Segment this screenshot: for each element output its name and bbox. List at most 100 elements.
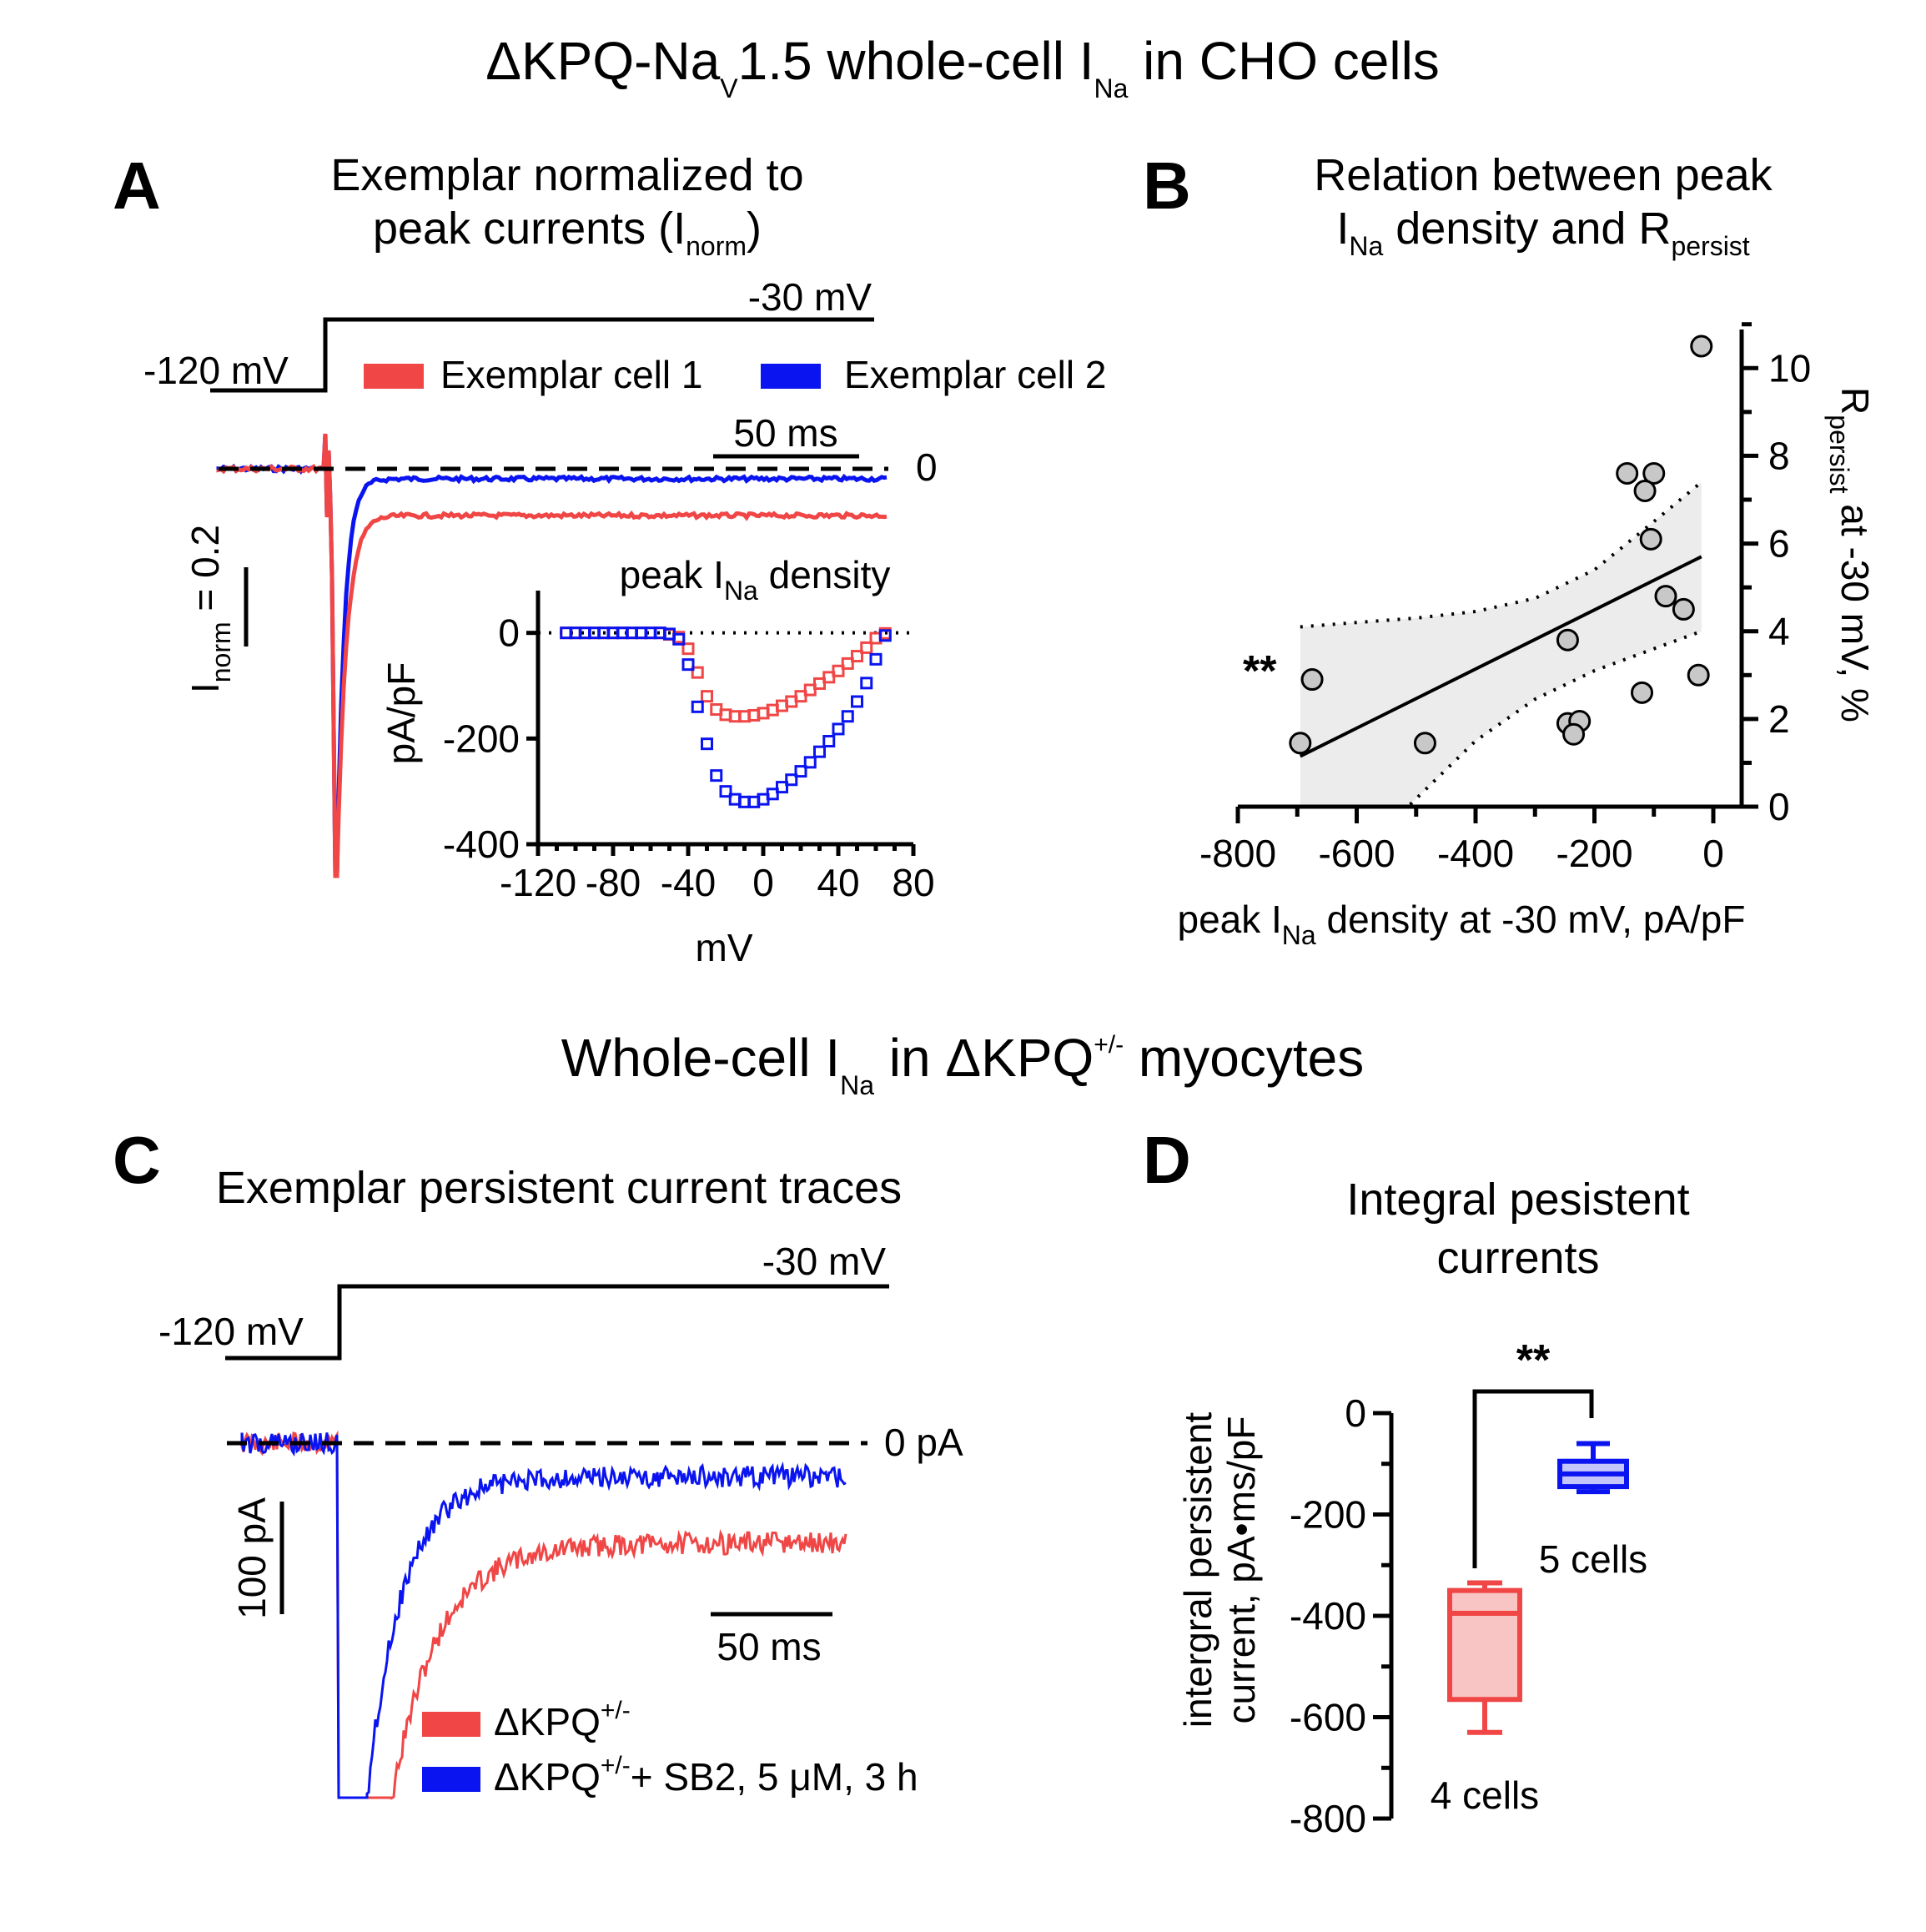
data-point [1300,668,1324,692]
data-point [1642,461,1666,485]
y-tick-label-d: -600 [1290,1696,1366,1739]
panel-c: C Exemplar persistent current traces -12… [113,1123,963,1800]
panel-b-xlabel: peak INa density at -30 mV, pA/pF [1177,898,1745,950]
data-point [1687,663,1710,687]
inset-point-cell1 [832,664,845,677]
data-point [1631,681,1653,704]
panel-b-label: B [1143,148,1191,223]
data-point [1562,722,1586,746]
trace-sb2-c [240,1432,847,1799]
panel-c-label: C [113,1123,161,1197]
title-mid: Whole-cell INa in ΔKPQ+/- myocytes [561,1028,1364,1100]
inset-xlabel: mV [696,926,753,969]
zero-label-c: 0 pA [884,1421,963,1464]
voltage-protocol-c [225,1284,889,1361]
time-scale-label-c: 50 ms [717,1625,821,1668]
legend-swatch-cell1 [364,364,424,389]
inset-point-cell2 [691,700,704,713]
legend-swatch-sb2 [422,1767,480,1792]
data-point [1616,461,1639,485]
hold-label-a: -120 mV [143,349,289,392]
confidence-lower-line [1409,629,1702,806]
panel-b-title-line1: Relation between peak [1314,150,1773,200]
x-tick-label-b: 0 [1702,832,1724,875]
inset-point-cell2 [860,677,873,690]
confidence-upper-line [1300,480,1703,629]
step-label-c: -30 mV [762,1240,887,1283]
y-tick-label-d: -200 [1290,1493,1366,1537]
inset-point-cell1 [851,650,863,663]
inset-point-cell2 [851,695,863,708]
time-scale-label-a: 50 ms [733,411,837,455]
inset-point-cell1 [813,677,826,690]
inset-point-cell2 [869,652,883,666]
legend-label-dkpq: ΔKPQ+/- [494,1697,631,1743]
voltage-protocol-a [210,317,874,393]
significance-bracket-d [1472,1389,1594,1568]
legend-swatch-cell2 [761,364,821,389]
inset-point-cell2 [785,773,798,787]
inset-y-tick-label: -400 [443,823,520,866]
data-point [1289,732,1312,755]
inset-title: peak INa density [620,553,891,606]
panel-d-ylabel-line2: current, pA•ms/pF [1219,1416,1263,1724]
inset-point-cell2 [776,781,788,794]
inset-marks [560,626,892,808]
regression-line [1299,555,1702,758]
box-plot-d: 0 -200 -400 -600 -800 [1290,1391,1629,1840]
data-point [1639,527,1662,551]
group1-label-d: 4 cells [1431,1774,1539,1817]
panel-b-significance: ** [1243,647,1277,696]
group2-label-d: 5 cells [1539,1537,1647,1581]
trace-cell1-a [216,433,888,878]
inset-point-cell1 [860,641,873,654]
data-point [1690,335,1713,358]
inset-point-cell1 [803,683,817,697]
legend-swatch-dkpq [422,1712,480,1737]
y-tick-label-d: -400 [1290,1594,1366,1638]
inset-point-cell2 [832,722,845,736]
inset-y-tick-label: -200 [443,717,520,760]
inset-point-cell2 [719,785,732,798]
inset-point-cell1 [841,657,854,670]
trace-cell2-a [216,433,888,878]
panel-d-title-line2: currents [1436,1233,1599,1283]
x-tick-label-b: -600 [1318,832,1395,875]
inset-point-cell2 [878,629,892,642]
panel-b-title-line2: INa density and Rpersist [1336,204,1749,261]
step-label-a: -30 mV [748,275,872,319]
y-tick-label-b: 10 [1768,346,1811,390]
inset-x-tick-label: 80 [892,861,934,904]
data-point [1556,628,1579,652]
y-tick-label-b: 0 [1768,785,1790,828]
y-tick-label-b: 2 [1768,697,1790,741]
inset-point-cell2 [766,787,779,801]
panel-b: B Relation between peak INa density and … [1143,148,1877,950]
inset-point-cell2 [672,632,686,646]
inset-y-tick-label: 0 [498,611,520,655]
inset-point-cell2 [710,769,723,782]
zero-label-a: 0 [916,445,938,489]
legend-label-cell2: Exemplar cell 2 [844,353,1106,396]
y-tick-label-d: -800 [1290,1797,1366,1840]
inset-point-cell2 [794,765,807,778]
inset-ylabel: pA/pF [380,662,423,765]
inset-point-cell1 [822,671,836,684]
x-tick-label-b: -400 [1437,832,1514,875]
x-tick-label-b: -200 [1556,832,1632,875]
inset-x-tick-label: 0 [752,861,774,904]
inset-point-cell2 [822,735,836,747]
panel-d-significance: ** [1516,1336,1551,1385]
inset-point-cell1 [691,666,704,679]
inset-point-cell2 [701,737,713,751]
panel-d-label: D [1143,1123,1191,1197]
inset-point-cell1 [681,642,695,656]
inset-point-cell1 [794,690,807,703]
legend-label-sb2: ΔKPQ+/-+ SB2, 5 μM, 3 h [494,1752,918,1799]
inset-point-cell2 [813,745,826,758]
data-point [1654,585,1677,608]
panel-d-title-line1: Integral pesistent [1346,1175,1689,1225]
panel-b-ylabel: Rpersist at -30 mV, % [1824,387,1877,722]
title-top: ΔKPQ-NaV1.5 whole-cell INa in CHO cells [485,31,1440,103]
panel-a: A Exemplar normalized to peak currents (… [113,148,1106,969]
